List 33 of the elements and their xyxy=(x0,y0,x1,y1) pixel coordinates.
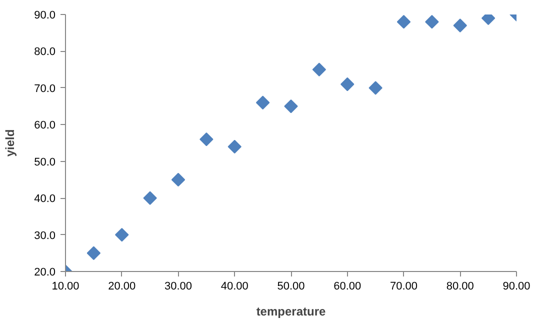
x-tick-label: 10.00 xyxy=(52,280,80,292)
point xyxy=(200,132,214,146)
point xyxy=(453,18,467,32)
point xyxy=(312,62,326,76)
x-tick-label: 60.00 xyxy=(334,280,362,292)
point xyxy=(284,99,298,114)
y-tick-label: 50.0 xyxy=(34,156,56,168)
x-tick-label: 90.00 xyxy=(502,280,530,292)
point xyxy=(115,228,129,242)
x-tick-label: 70.00 xyxy=(390,280,418,292)
point xyxy=(340,77,354,92)
point xyxy=(256,96,270,110)
point xyxy=(425,14,439,29)
x-tick-label: 30.00 xyxy=(164,280,192,292)
y-tick-label: 70.0 xyxy=(34,82,56,95)
point xyxy=(171,172,186,187)
y-tick-label: 40.0 xyxy=(34,193,56,206)
x-tick-label: 50.00 xyxy=(277,280,305,292)
point xyxy=(368,81,382,95)
x-tick-label: 80.00 xyxy=(446,280,474,292)
y-tick-label: 30.0 xyxy=(34,230,56,242)
y-axis-title: yield xyxy=(3,129,18,157)
y-tick-label: 20.0 xyxy=(34,266,56,278)
y-tick-label: 90.0 xyxy=(34,10,56,22)
y-tick-label: 80.0 xyxy=(34,46,56,58)
point xyxy=(396,14,411,29)
x-tick-label: 40.00 xyxy=(220,280,248,292)
point xyxy=(143,191,157,205)
x-axis-title: temperature xyxy=(256,304,326,318)
x-tick-label: 20.00 xyxy=(108,280,136,292)
point xyxy=(86,246,101,260)
point xyxy=(228,140,242,154)
y-tick-label: 60.0 xyxy=(34,120,56,132)
